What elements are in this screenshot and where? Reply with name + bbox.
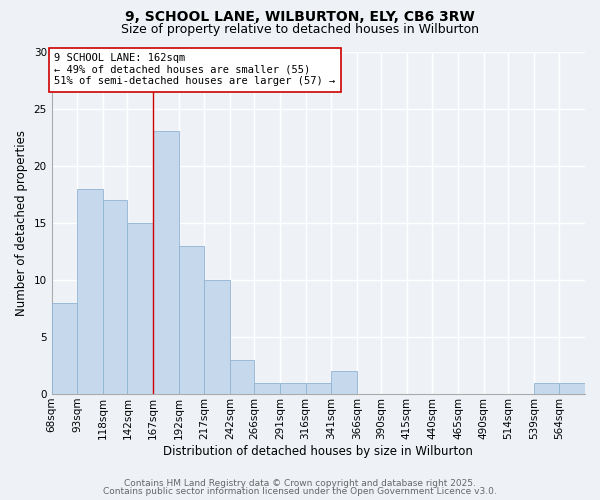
Bar	[103, 200, 127, 394]
X-axis label: Distribution of detached houses by size in Wilburton: Distribution of detached houses by size …	[163, 444, 473, 458]
Text: 9 SCHOOL LANE: 162sqm
← 49% of detached houses are smaller (55)
51% of semi-deta: 9 SCHOOL LANE: 162sqm ← 49% of detached …	[55, 53, 335, 86]
Bar	[230, 360, 254, 394]
Text: 9, SCHOOL LANE, WILBURTON, ELY, CB6 3RW: 9, SCHOOL LANE, WILBURTON, ELY, CB6 3RW	[125, 10, 475, 24]
Bar	[153, 132, 179, 394]
Bar	[127, 223, 153, 394]
Y-axis label: Number of detached properties: Number of detached properties	[15, 130, 28, 316]
Bar	[179, 246, 204, 394]
Bar	[77, 188, 103, 394]
Text: Contains public sector information licensed under the Open Government Licence v3: Contains public sector information licen…	[103, 487, 497, 496]
Bar	[52, 302, 77, 394]
Bar	[280, 382, 305, 394]
Bar	[204, 280, 230, 394]
Text: Size of property relative to detached houses in Wilburton: Size of property relative to detached ho…	[121, 22, 479, 36]
Bar	[534, 382, 559, 394]
Bar	[254, 382, 280, 394]
Bar	[331, 371, 357, 394]
Text: Contains HM Land Registry data © Crown copyright and database right 2025.: Contains HM Land Registry data © Crown c…	[124, 478, 476, 488]
Bar	[305, 382, 331, 394]
Bar	[559, 382, 585, 394]
